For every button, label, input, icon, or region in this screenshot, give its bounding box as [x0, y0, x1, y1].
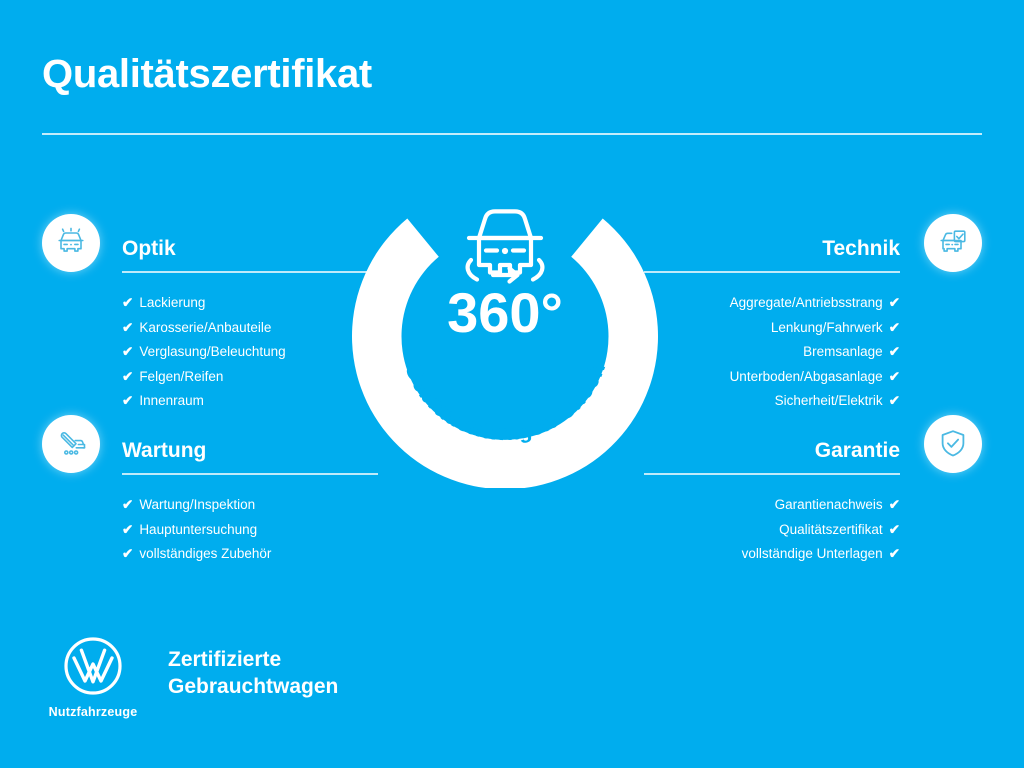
check-icon: ✔: [122, 368, 134, 384]
volkswagen-logo: [64, 637, 122, 695]
section-wartung: Wartung ✔ Wartung/Inspektion ✔ Hauptunters…: [122, 440, 378, 567]
list-item-label: vollständige Unterlagen: [741, 546, 883, 561]
check-icon: ✔: [122, 295, 134, 310]
list-item: Qualitätszertifikat ✔: [644, 518, 900, 543]
list-item-label: Lenkung/Fahrwerk: [770, 319, 883, 335]
list-item: ✔ Verglasung/Beleuchtung: [122, 340, 378, 365]
section-garantie: Garantie Garantienachweis ✔ Qualitätszert…: [644, 440, 900, 567]
check-icon: ✔: [888, 368, 900, 384]
page-title: Qualitätszertifikat: [42, 52, 372, 96]
brand-tagline-line2: Gebrauchtwagen: [168, 675, 339, 698]
check-icon: ✔: [122, 546, 134, 561]
list-item: ✔ Felgen/Reifen: [122, 365, 378, 390]
list-item: ✔ Innenraum: [122, 389, 378, 414]
list-item-label: Unterboden/Abgasanlage: [729, 368, 883, 384]
badge-center-label: 360°: [447, 281, 563, 344]
section-technik: Technik Aggregate/Antriebsstrang ✔ Lenkun…: [644, 238, 900, 414]
car-checklist-icon: [924, 214, 982, 272]
section-divider-technik: [644, 271, 900, 273]
check-icon: ✔: [122, 393, 134, 408]
list-item-label: Qualitätszertifikat: [779, 521, 883, 537]
list-item-label: Lackierung: [139, 295, 206, 310]
list-item-label: Felgen/Reifen: [139, 368, 224, 384]
list-item: Aggregate/Antriebsstrang ✔: [644, 291, 900, 316]
list-item: ✔ Lackierung: [122, 291, 378, 316]
check-icon: ✔: [888, 497, 900, 512]
section-list-garantie: Garantienachweis ✔ Qualitätszertifikat ✔ v…: [644, 493, 900, 567]
list-item-label: Innenraum: [139, 393, 204, 408]
check-icon: ✔: [888, 521, 900, 537]
check-icon: ✔: [888, 393, 900, 408]
section-divider-garantie: [644, 473, 900, 475]
check-icon: ✔: [122, 521, 134, 537]
section-divider-optik: [122, 271, 378, 273]
title-divider: [42, 133, 982, 135]
section-heading-technik: Technik: [822, 237, 900, 260]
check-icon: ✔: [122, 344, 134, 359]
badge-360-check: 360° Gebrauchtwagen-Check: [352, 182, 658, 488]
section-divider-wartung: [122, 473, 378, 475]
brand-logo-caption: Nutzfahrzeuge: [48, 705, 138, 719]
brand-tagline-line1: Zertifizierte: [168, 648, 282, 671]
brand-logo-block: Nutzfahrzeuge: [48, 636, 138, 719]
check-icon: ✔: [888, 319, 900, 335]
list-item: vollständige Unterlagen ✔: [644, 542, 900, 567]
list-item: Sicherheit/Elektrik ✔: [644, 389, 900, 414]
section-list-technik: Aggregate/Antriebsstrang ✔ Lenkung/Fahrwe…: [644, 291, 900, 414]
list-item-label: Hauptuntersuchung: [139, 521, 258, 537]
list-item: ✔ Karosserie/Anbauteile: [122, 316, 378, 341]
section-heading-garantie: Garantie: [814, 439, 900, 462]
check-icon: ✔: [888, 295, 900, 310]
list-item-label: Karosserie/Anbauteile: [139, 319, 272, 335]
car-rotate-icon: [465, 209, 545, 284]
list-item: ✔ Hauptuntersuchung: [122, 518, 378, 543]
list-item-label: Garantienachweis: [774, 497, 883, 512]
list-item: Bremsanlage ✔: [644, 340, 900, 365]
list-item: Garantienachweis ✔: [644, 493, 900, 518]
list-item: ✔ vollständiges Zubehör: [122, 542, 378, 567]
section-list-optik: ✔ Lackierung ✔ Karosserie/Anbauteile ✔ Verg…: [122, 291, 378, 414]
list-item-label: Wartung/Inspektion: [139, 497, 256, 512]
check-icon: ✔: [888, 546, 900, 561]
check-icon: ✔: [888, 344, 900, 359]
car-shine-icon: [42, 214, 100, 272]
list-item: Unterboden/Abgasanlage ✔: [644, 365, 900, 390]
list-item-label: vollständiges Zubehör: [139, 546, 272, 561]
list-item-label: Verglasung/Beleuchtung: [139, 344, 286, 359]
check-icon: ✔: [122, 319, 134, 335]
brand-tagline: Zertifizierte Gebrauchtwagen: [168, 646, 338, 700]
wrench-car-icon: [42, 415, 100, 473]
list-item: Lenkung/Fahrwerk ✔: [644, 316, 900, 341]
section-optik: Optik ✔ Lackierung ✔ Karosserie/Anbauteile…: [122, 238, 378, 414]
check-icon: ✔: [122, 497, 134, 512]
list-item-label: Bremsanlage: [803, 344, 883, 359]
section-heading-wartung: Wartung: [122, 439, 207, 462]
section-heading-optik: Optik: [122, 237, 176, 260]
section-list-wartung: ✔ Wartung/Inspektion ✔ Hauptuntersuchung ✔…: [122, 493, 378, 567]
list-item-label: Sicherheit/Elektrik: [774, 393, 883, 408]
list-item: ✔ Wartung/Inspektion: [122, 493, 378, 518]
badge-ring: [352, 218, 658, 488]
list-item-label: Aggregate/Antriebsstrang: [729, 295, 883, 310]
shield-check-icon: [924, 415, 982, 473]
